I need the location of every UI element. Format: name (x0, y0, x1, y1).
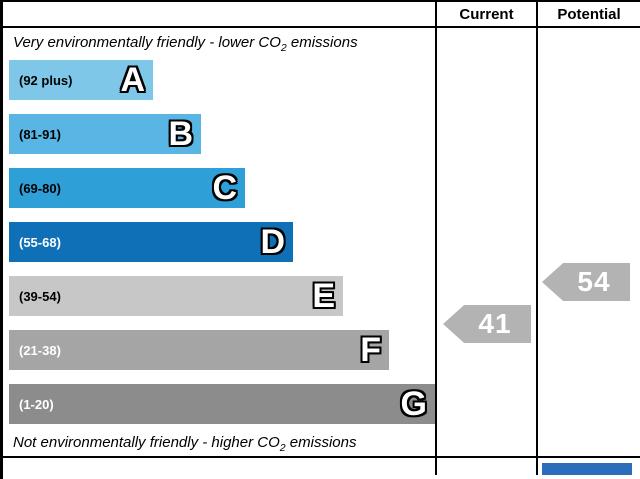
band-d-bar: (55-68) D (9, 222, 293, 262)
footer-potential-cell (538, 458, 640, 475)
band-b-letter: B (168, 115, 193, 153)
band-d-letter: D (260, 223, 285, 261)
band-d-range: (55-68) (19, 234, 61, 250)
header-row: Current Potential (3, 2, 640, 28)
band-b-bar: (81-91) B (9, 114, 201, 154)
current-rating-value: 41 (478, 308, 512, 339)
bottom-note-subscript: 2 (279, 442, 286, 454)
band-f-letter: F (360, 331, 381, 369)
potential-rating-value: 54 (577, 266, 611, 297)
current-header-cell: Current (437, 2, 538, 26)
band-c-bar: (69-80) C (9, 168, 245, 208)
band-e-range: (39-54) (19, 288, 61, 304)
potential-rating-arrow: 54 (542, 263, 630, 301)
band-chart-cell: Very environmentally friendly - lower CO… (3, 28, 437, 456)
potential-rating-cell: 54 (538, 28, 640, 456)
band-f-range: (21-38) (19, 342, 61, 358)
current-rating-cell: 41 (437, 28, 538, 456)
bottom-note: Not environmentally friendly - higher CO… (13, 434, 435, 454)
band-e-bar: (39-54) E (9, 276, 343, 316)
body-row: Very environmentally friendly - lower CO… (3, 28, 640, 458)
bottom-note-suffix: emissions (285, 434, 357, 451)
band-g-bar: (1-20) G (9, 384, 435, 424)
potential-column-header: Potential (557, 6, 621, 23)
top-note-subscript: 2 (280, 42, 287, 54)
top-note: Very environmentally friendly - lower CO… (13, 34, 435, 54)
band-b-range: (81-91) (19, 126, 61, 142)
current-rating-arrow: 41 (443, 305, 531, 343)
eu-flag-icon (542, 463, 632, 475)
footer-current-cell (437, 458, 538, 475)
bottom-note-text: Not environmentally friendly - higher CO (13, 434, 280, 451)
band-e-letter: E (312, 277, 335, 315)
band-a-range: (92 plus) (19, 72, 73, 88)
current-column-header: Current (459, 6, 514, 23)
band-a-bar: (92 plus) A (9, 60, 153, 100)
top-note-suffix: emissions (286, 34, 358, 51)
chart-header-cell (3, 2, 437, 26)
band-g-letter: G (400, 385, 427, 423)
potential-header-cell: Potential (538, 2, 640, 26)
band-a-letter: A (120, 61, 145, 99)
band-g-range: (1-20) (19, 396, 54, 412)
band-c-range: (69-80) (19, 180, 61, 196)
footer-chart-cell (3, 458, 437, 475)
bands-list: (92 plus) A (81-91) B (69-80) C (55-68) … (9, 60, 435, 424)
top-note-text: Very environmentally friendly - lower CO (13, 34, 281, 51)
band-f-bar: (21-38) F (9, 330, 389, 370)
band-c-letter: C (212, 169, 237, 207)
footer-row (3, 458, 640, 475)
